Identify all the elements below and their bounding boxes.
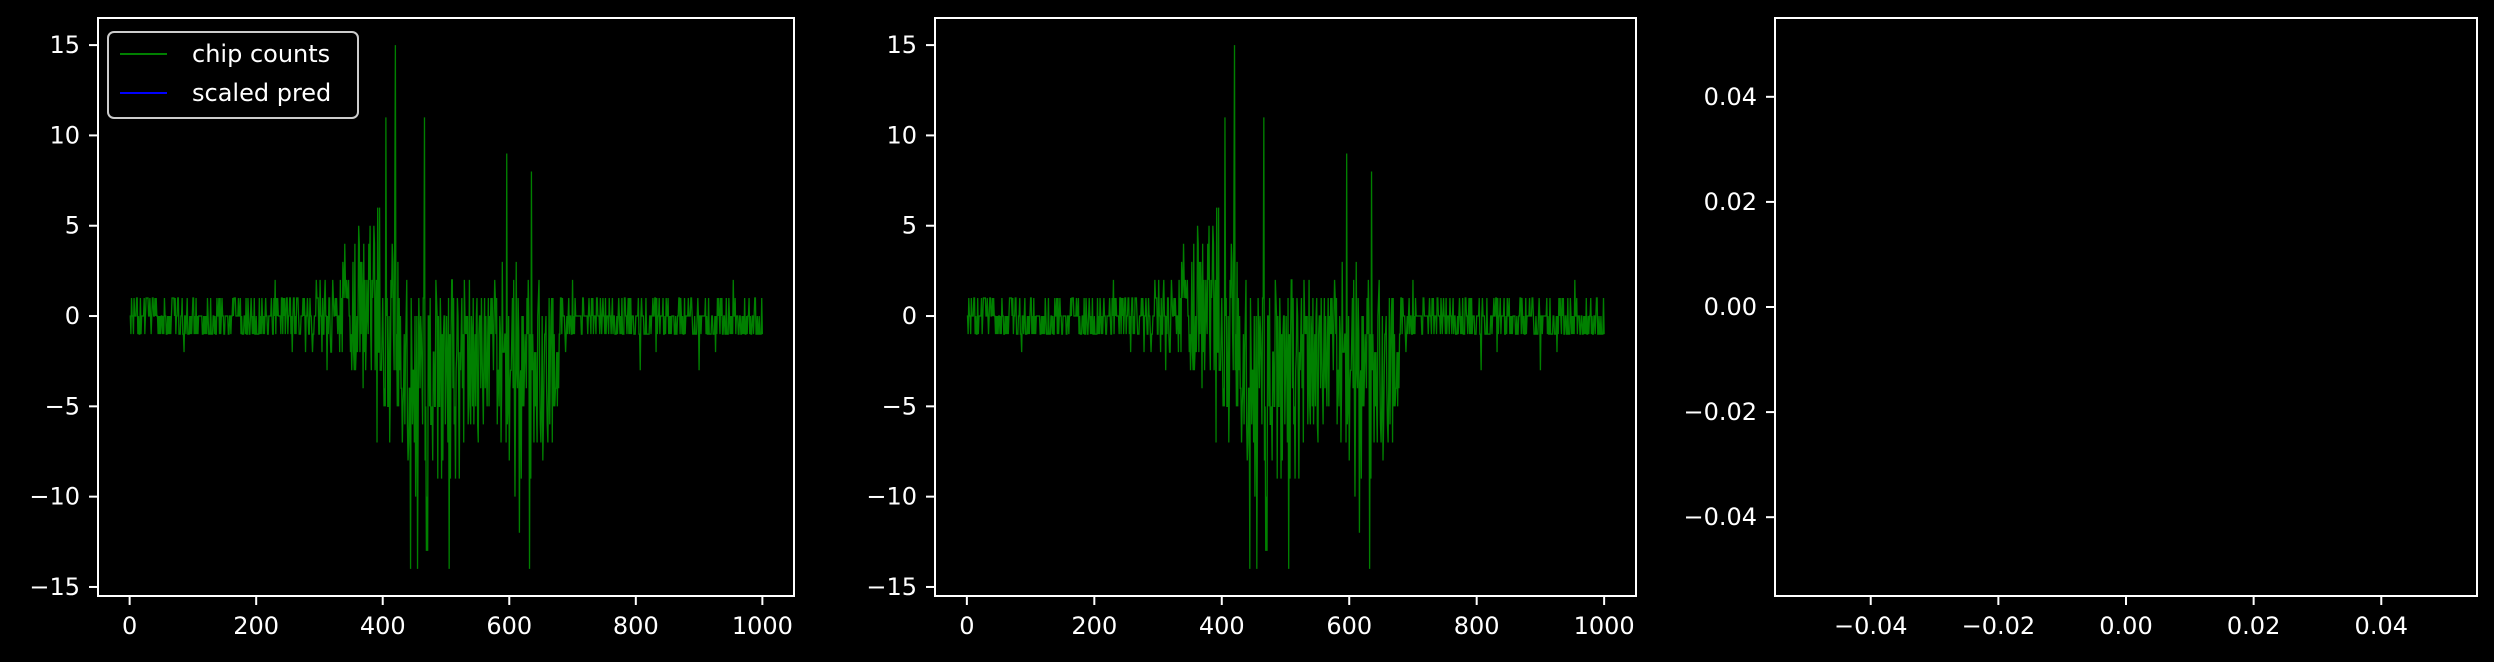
y-tick-label: 5	[65, 212, 80, 240]
x-tick-label: 800	[1454, 612, 1500, 640]
legend-label-scaled-pred: scaled pred	[192, 79, 331, 107]
axes-empty: −0.04 −0.02 0.00 0.02 0.04 −0.04 −0.02 0.00 0.02…	[1683, 17, 2478, 640]
y-tick-label: 10	[886, 121, 917, 149]
y-tick-label: 15	[886, 31, 917, 59]
x-tick-label: 0.00	[2099, 612, 2152, 640]
x-tick-label: 1000	[1574, 612, 1635, 640]
y-tick-label: −10	[866, 483, 917, 511]
y-tick-label: −5	[882, 392, 917, 420]
y-tick-label: 0.04	[1704, 83, 1757, 111]
y-tick-label: 15	[49, 31, 80, 59]
x-tick-label: 200	[233, 612, 279, 640]
x-tick-label: 0	[959, 612, 974, 640]
x-tick-label: 400	[1199, 612, 1245, 640]
x-tick-label: −0.04	[1834, 612, 1908, 640]
y-tick-label: 5	[902, 212, 917, 240]
legend-label-chip-counts: chip counts	[192, 40, 330, 68]
legend: chip counts scaled pred	[107, 31, 359, 119]
y-tick-label: 0.00	[1704, 293, 1757, 321]
axes-chip-counts: 0 200 400 600 800 1000 −15 −10 −5 0 5 10 15	[29, 17, 795, 640]
x-tick-label: 400	[360, 612, 406, 640]
series-line-chip-counts	[129, 45, 764, 569]
y-tick-label: 0	[902, 302, 917, 330]
x-tick-label: 600	[486, 612, 532, 640]
y-tick-label: −15	[29, 573, 80, 601]
y-tick-label: 0.02	[1704, 188, 1757, 216]
x-tick-label: 1000	[732, 612, 793, 640]
x-tick-label: 800	[613, 612, 659, 640]
x-tick-label: 0.04	[2355, 612, 2408, 640]
x-tick-label: 0	[122, 612, 137, 640]
x-tick-label: 200	[1071, 612, 1117, 640]
y-tick-label: 0	[65, 302, 80, 330]
series-line-chip-counts	[966, 45, 1605, 569]
legend-frame	[107, 31, 359, 119]
y-tick-label: −10	[29, 483, 80, 511]
axes-frame	[97, 17, 795, 597]
x-tick-label: 0.02	[2227, 612, 2280, 640]
y-tick-label: 10	[49, 121, 80, 149]
y-tick-label: −5	[45, 392, 80, 420]
x-tick-label: −0.02	[1962, 612, 2036, 640]
axes-frame	[934, 17, 1637, 597]
x-tick-label: 600	[1326, 612, 1372, 640]
y-tick-label: −0.02	[1683, 398, 1757, 426]
axes-chip-counts-copy: 0 200 400 600 800 1000 −15 −10 −5 0 5 10 15	[866, 17, 1637, 640]
y-tick-label: −0.04	[1683, 503, 1757, 531]
y-tick-label: −15	[866, 573, 917, 601]
